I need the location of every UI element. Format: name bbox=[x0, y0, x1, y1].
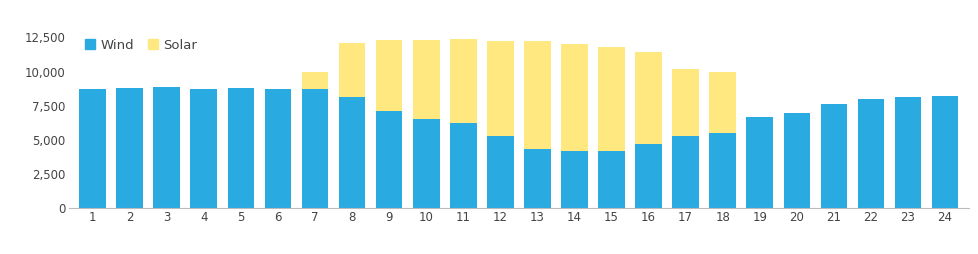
Bar bbox=[820, 104, 846, 208]
Bar bbox=[709, 133, 735, 208]
Bar bbox=[523, 41, 551, 149]
Bar bbox=[560, 44, 587, 151]
Bar bbox=[672, 69, 698, 136]
Bar bbox=[450, 39, 476, 123]
Bar bbox=[745, 117, 773, 208]
Bar bbox=[79, 89, 106, 208]
Bar bbox=[931, 96, 957, 208]
Bar bbox=[227, 88, 254, 208]
Bar bbox=[450, 123, 476, 208]
Bar bbox=[154, 87, 180, 208]
Bar bbox=[857, 99, 883, 208]
Bar bbox=[191, 89, 217, 208]
Bar bbox=[301, 72, 328, 89]
Bar bbox=[338, 98, 365, 208]
Bar bbox=[486, 41, 513, 136]
Bar bbox=[301, 89, 328, 208]
Bar bbox=[782, 113, 810, 208]
Bar bbox=[635, 144, 661, 208]
Bar bbox=[376, 40, 402, 111]
Bar bbox=[635, 52, 661, 144]
Legend: Wind, Solar: Wind, Solar bbox=[79, 34, 202, 57]
Bar bbox=[560, 151, 587, 208]
Bar bbox=[523, 149, 551, 208]
Bar bbox=[486, 136, 513, 208]
Bar bbox=[264, 89, 291, 208]
Bar bbox=[709, 72, 735, 133]
Bar bbox=[376, 111, 402, 208]
Bar bbox=[413, 119, 439, 208]
Bar bbox=[413, 40, 439, 119]
Bar bbox=[672, 136, 698, 208]
Bar bbox=[598, 47, 624, 151]
Bar bbox=[338, 43, 365, 98]
Bar bbox=[894, 98, 920, 208]
Bar bbox=[598, 151, 624, 208]
Bar bbox=[116, 88, 143, 208]
